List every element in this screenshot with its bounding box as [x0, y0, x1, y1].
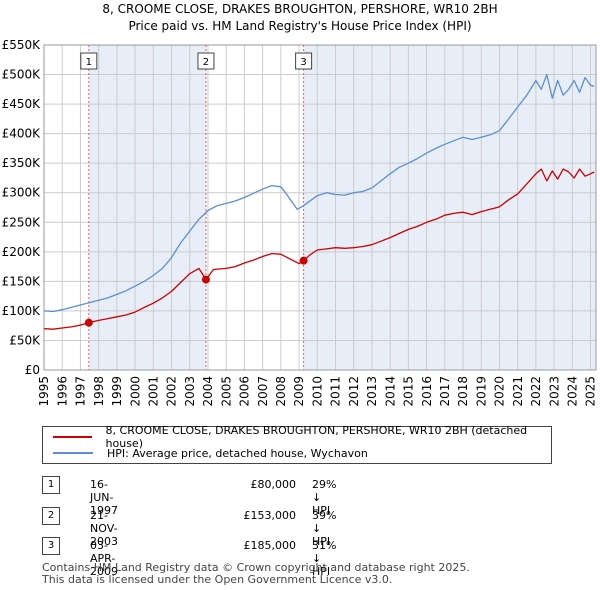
- property-price-line: [43, 168, 595, 330]
- x-tick-label: 2004: [201, 376, 215, 407]
- x-tick-label: 2015: [402, 376, 416, 407]
- x-tick-label: 2000: [128, 376, 142, 407]
- y-tick-label: £400K: [2, 127, 42, 141]
- x-tick-label: 2019: [474, 376, 488, 407]
- transaction-hpi-diff: 29% ↓ HPI: [312, 478, 337, 517]
- x-tick-label: 2013: [365, 376, 379, 407]
- x-tick-label: 1999: [110, 376, 124, 407]
- x-tick-label: 2011: [329, 376, 343, 407]
- y-tick-label: £0: [25, 363, 40, 377]
- transaction-price: £80,000: [250, 478, 297, 491]
- plot-frame: [43, 44, 597, 371]
- x-tick-label: 2025: [584, 376, 598, 407]
- legend-item-property: 8, CROOME CLOSE, DRAKES BROUGHTON, PERSH…: [53, 424, 551, 450]
- y-tick-label: £150K: [2, 274, 42, 288]
- transaction-price: £185,000: [243, 539, 297, 552]
- property-line-swatch: [53, 436, 92, 438]
- x-tick-label: 2020: [493, 376, 507, 407]
- shaded-period: [303, 45, 596, 370]
- x-tick-label: 2022: [529, 376, 543, 407]
- sale-label-number: 2: [203, 57, 209, 68]
- legend-property-label: 8, CROOME CLOSE, DRAKES BROUGHTON, PERSH…: [105, 424, 528, 450]
- footer-copyright: Contains HM Land Registry data © Crown c…: [42, 561, 470, 574]
- transaction-hpi-diff: 31% ↓ HPI: [312, 539, 337, 578]
- sale-point: [201, 275, 210, 284]
- sale-label-number: 1: [86, 57, 92, 68]
- sale-point: [299, 256, 308, 265]
- x-tick-label: 2009: [292, 376, 306, 407]
- x-tick-label: 1997: [74, 376, 88, 407]
- x-tick-label: 2010: [310, 376, 324, 407]
- y-tick-label: £550K: [2, 38, 42, 52]
- hpi-line-swatch: [53, 452, 93, 454]
- y-tick-label: £50K: [9, 333, 41, 347]
- x-tick-label: 2007: [256, 376, 270, 407]
- y-tick-label: £350K: [2, 156, 42, 170]
- x-tick-label: 2006: [238, 376, 252, 407]
- x-tick-label: 2012: [347, 376, 361, 407]
- x-tick-label: 2002: [165, 376, 179, 407]
- x-tick-label: 1998: [92, 376, 106, 407]
- x-tick-label: 2001: [147, 376, 161, 407]
- x-tick-label: 1996: [55, 376, 69, 407]
- y-tick-label: £200K: [2, 245, 42, 259]
- sale-label-box: 2: [197, 52, 215, 70]
- chart-title: 8, CROOME CLOSE, DRAKES BROUGHTON, PERSH…: [102, 2, 498, 16]
- sale-label-box: 3: [295, 52, 313, 70]
- x-tick-label: 2023: [547, 376, 561, 407]
- x-tick-label: 2008: [274, 376, 288, 407]
- y-tick-label: £250K: [2, 215, 42, 229]
- sale-label-border: [80, 52, 98, 70]
- x-tick-label: 1995: [37, 376, 51, 407]
- x-tick-label: 2017: [438, 376, 452, 407]
- legend-item-hpi: HPI: Average price, detached house, Wych…: [53, 445, 368, 461]
- sale-label-number: 3: [300, 57, 306, 68]
- x-tick-label: 2014: [383, 376, 397, 407]
- footer-licence: This data is licensed under the Open Gov…: [42, 573, 393, 586]
- sale-label-border: [295, 52, 313, 70]
- shaded-period: [88, 45, 206, 370]
- chart-subtitle: Price paid vs. HM Land Registry's House …: [128, 19, 472, 33]
- transaction-price: £153,000: [243, 509, 297, 522]
- y-tick-label: £450K: [2, 97, 42, 111]
- sale-point: [84, 318, 93, 327]
- y-tick-label: £300K: [2, 186, 42, 200]
- x-tick-label: 2018: [456, 376, 470, 407]
- x-tick-label: 2005: [219, 376, 233, 407]
- transaction-number: 2: [42, 507, 60, 525]
- legend: 8, CROOME CLOSE, DRAKES BROUGHTON, PERSH…: [42, 424, 552, 464]
- transaction-number: 1: [42, 476, 60, 494]
- hpi-line: [43, 73, 595, 313]
- y-tick-label: £500K: [2, 68, 42, 82]
- transaction-date: 16-JUN-1997: [90, 478, 118, 517]
- price-chart: £0 £50K £100K £150K £200K £250K £300K £350K £400…: [2, 38, 598, 407]
- y-tick-label: £100K: [2, 304, 42, 318]
- x-tick-label: 2016: [420, 376, 434, 407]
- legend-hpi-label: HPI: Average price, detached house, Wych…: [107, 446, 368, 460]
- x-tick-label: 2003: [183, 376, 197, 407]
- x-tick-label: 2021: [511, 376, 525, 407]
- transaction-date: 03-APR-2009: [90, 539, 118, 578]
- transaction-number: 3: [42, 537, 60, 555]
- sale-label-box: 1: [80, 52, 98, 70]
- sale-label-border: [197, 52, 215, 70]
- transaction-date: 21-NOV-2003: [90, 509, 118, 548]
- transaction-hpi-diff: 39% ↓ HPI: [312, 509, 337, 548]
- x-tick-label: 2024: [566, 376, 580, 407]
